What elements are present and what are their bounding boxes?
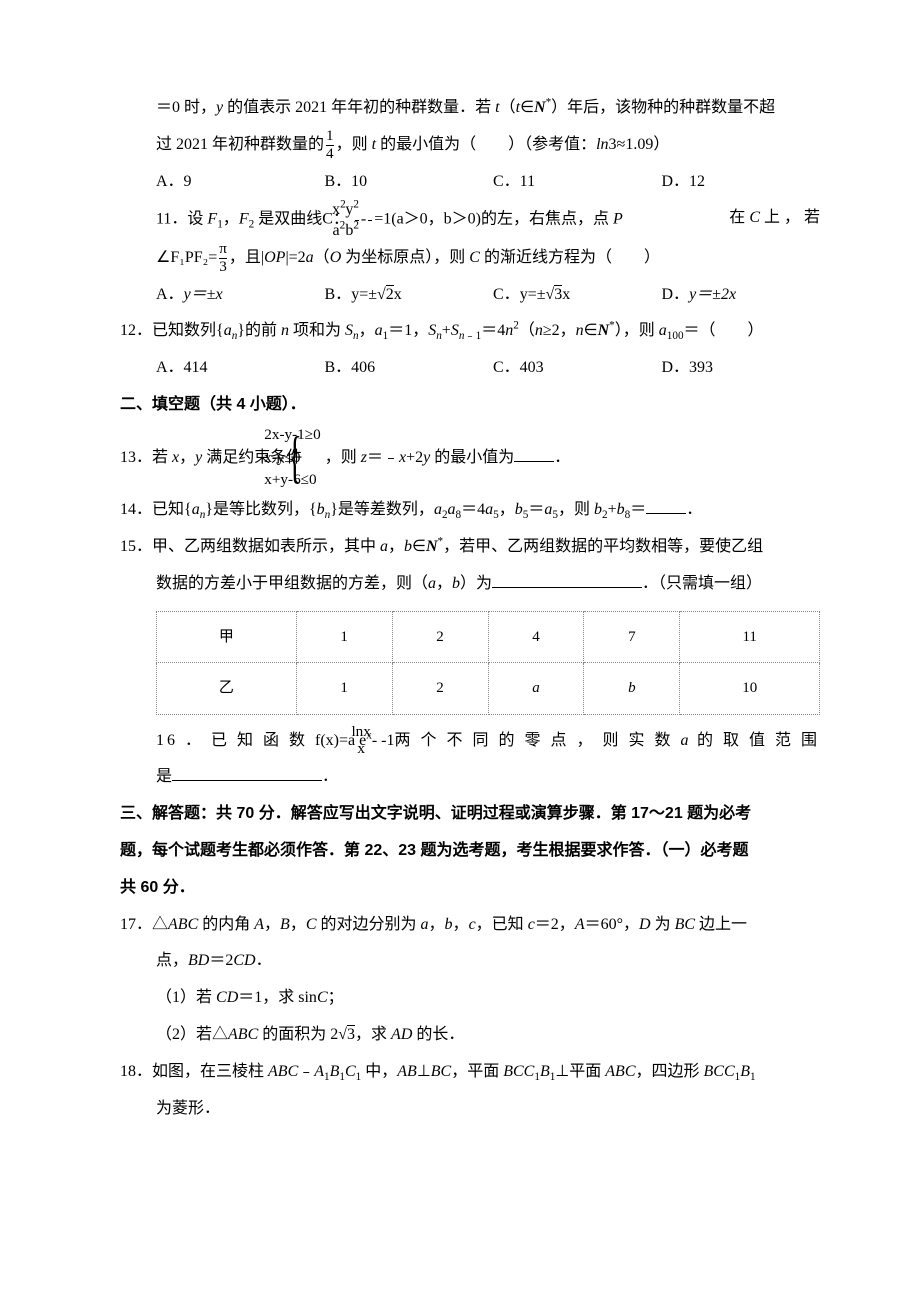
- text: 的渐近线方程为（ ）: [480, 249, 660, 266]
- text: ，且|: [229, 249, 264, 266]
- section-3-line3: 共 60 分．: [120, 870, 820, 907]
- table-row: 甲124711: [157, 611, 820, 663]
- blank: [514, 446, 554, 462]
- option-d: D．y＝±2x: [662, 277, 821, 314]
- text: 11．设: [156, 211, 207, 228]
- q10-stem-line1: ＝0 时，y 的值表示 2021 年年初的种群数量．若 t（t∈N*）年后，该物…: [120, 90, 820, 127]
- q17-part1: （1）若 CD＝1，求 sinC；: [120, 980, 820, 1017]
- text: 是双曲线: [254, 211, 322, 228]
- text: ，: [223, 211, 239, 228]
- text: =1(a＞0，b＞0): [374, 211, 481, 228]
- q10-stem-line2: 过 2021 年初种群数量的14，则 t 的最小值为（ ）（参考值：ln3≈1.…: [120, 127, 820, 164]
- option-b: B．10: [325, 164, 484, 201]
- option-d: D．12: [662, 164, 821, 201]
- text: ＝0 时，: [156, 99, 216, 116]
- text: ∠F₁PF₂=: [156, 249, 217, 266]
- q18-stem-line2: 为菱形．: [120, 1091, 820, 1128]
- table-row: 乙12ab10: [157, 663, 820, 715]
- option-a: A．414: [156, 350, 315, 387]
- text: 3≈1.09）: [609, 136, 670, 153]
- option-b: B．y=±√2x: [325, 277, 484, 314]
- q13-stem: 13．若 x，y 满足约束条件 { 2x-y-1≥0 x-y≤0 x+y-6≤0…: [120, 424, 820, 492]
- q12-stem: 12．已知数列{an}的前 n 项和为 Sn，a1＝1，Sn+Sn﹣1＝4n2（…: [120, 313, 820, 350]
- text: ∈: [520, 99, 534, 116]
- q16-stem-line2: 是．: [120, 759, 820, 796]
- q17-stem-line2: 点，BD＝2CD．: [120, 943, 820, 980]
- q12-options: A．414 B．406 C．403 D．393: [120, 350, 820, 387]
- option-a: A．y＝±x: [156, 277, 315, 314]
- text: 的左，右焦点，点: [481, 211, 613, 228]
- option-a: A．9: [156, 164, 315, 201]
- text: 为坐标原点），则: [341, 249, 469, 266]
- text: （: [314, 249, 330, 266]
- section-3-line2: 题，每个试题考生都必须作答．第 22、23 题为选考题，考生根据要求作答．（一）…: [120, 833, 820, 870]
- q15-stem-line2: 数据的方差小于甲组数据的方差，则（a，b）为．（只需填一组）: [120, 566, 820, 603]
- q11-options: A．y＝±x B．y=±√2x C．y=±√3x D．y＝±2x: [120, 277, 820, 314]
- option-c: C．403: [493, 350, 652, 387]
- q14-stem: 14．已知{an}是等比数列，{bn}是等差数列，a2a8＝4a5，b5＝a5，…: [120, 492, 820, 529]
- blank: [492, 572, 642, 588]
- option-d: D．393: [662, 350, 821, 387]
- q10-options: A．9 B．10 C．11 D．12: [120, 164, 820, 201]
- q18-stem-line1: 18．如图，在三棱柱 ABC﹣A1B1C1 中，AB⊥BC，平面 BCC1B1⊥…: [120, 1054, 820, 1091]
- q16-stem-line1: 16 ． 已 知 函 数 f(x)=a ex-lnxx-1两 个 不 同 的 零…: [120, 723, 820, 760]
- text: ）年后，该物种的种群数量不超: [551, 99, 775, 116]
- q11-stem-line1: 11．设 F1，F2 是双曲线C： x2a2-y2b2=1(a＞0，b＞0)的左…: [120, 200, 820, 239]
- text: ，则: [336, 136, 372, 153]
- text: |=2: [285, 249, 305, 266]
- q17-part2: （2）若△ABC 的面积为 2√3，求 AD 的长．: [120, 1017, 820, 1054]
- option-c: C．11: [493, 164, 652, 201]
- blank: [172, 765, 322, 781]
- section-3-line1: 三、解答题：共 70 分．解答应写出文字说明、证明过程或演算步骤．第 17～21…: [120, 796, 820, 833]
- option-b: B．406: [325, 350, 484, 387]
- q15-table: 甲124711 乙12ab10: [156, 611, 820, 715]
- text: 在: [729, 209, 749, 226]
- text: 的最小值为（ ）（参考值：: [376, 136, 596, 153]
- text: 过 2021 年初种群数量的: [156, 136, 324, 153]
- q15-stem-line1: 15．甲、乙两组数据如表所示，其中 a，b∈N*，若甲、乙两组数据的平均数相等，…: [120, 529, 820, 566]
- q11-stem-line2: ∠F₁PF₂=π3，且|OP|=2a（O 为坐标原点），则 C 的渐近线方程为（…: [120, 240, 820, 277]
- text: 的值表示 2021 年年初的种群数量．若: [223, 99, 495, 116]
- blank: [646, 498, 686, 514]
- q17-stem-line1: 17．△ABC 的内角 A，B，C 的对边分别为 a，b，c，已知 c＝2，A＝…: [120, 907, 820, 944]
- option-c: C．y=±√3x: [493, 277, 652, 314]
- section-2-heading: 二、填空题（共 4 小题）．: [120, 387, 820, 424]
- text: （: [500, 99, 516, 116]
- text: 上 ， 若: [760, 209, 820, 226]
